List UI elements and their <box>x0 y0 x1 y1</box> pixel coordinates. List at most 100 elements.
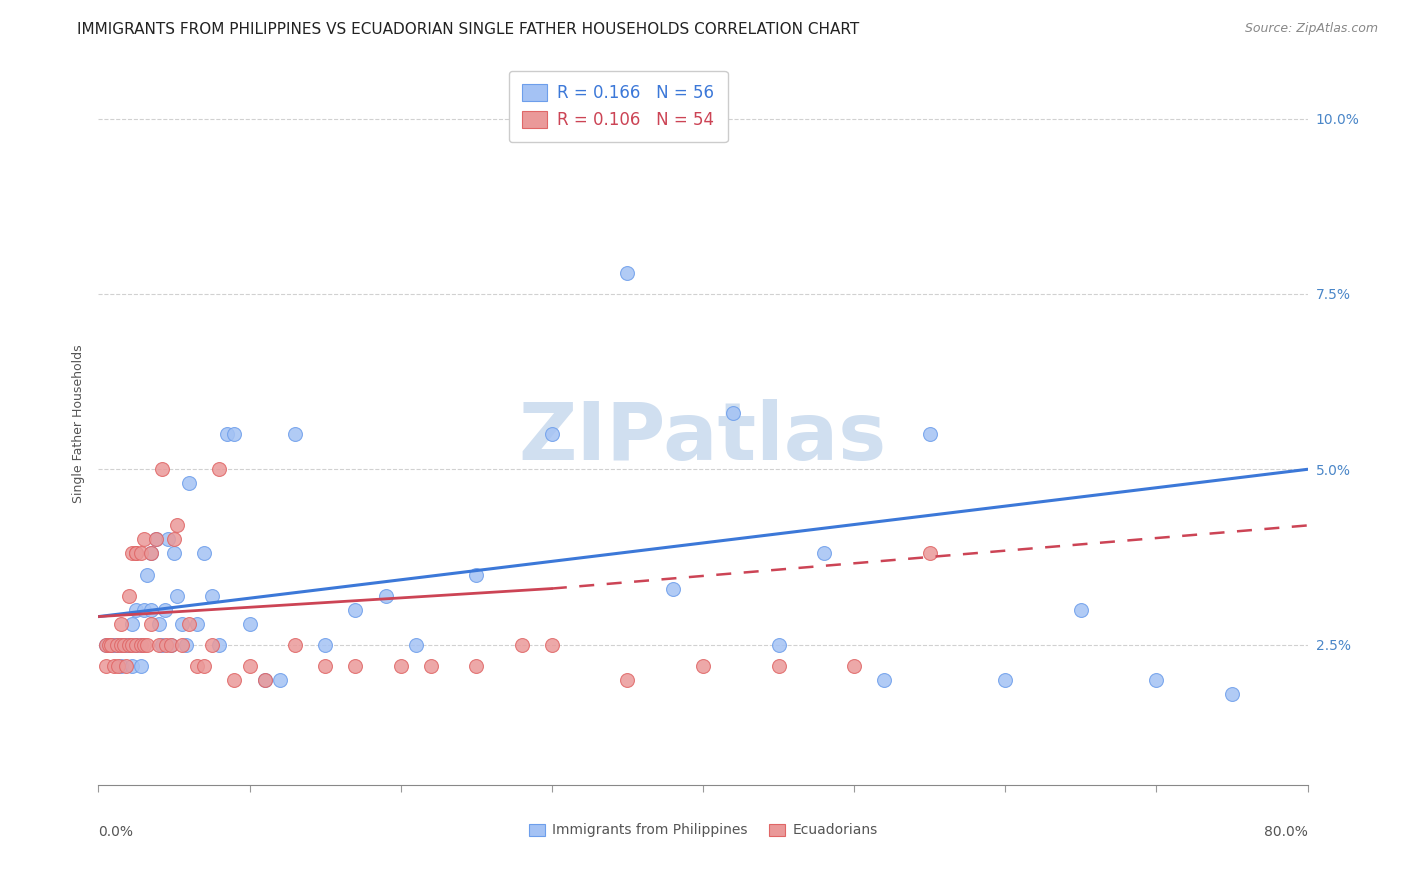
Point <box>186 616 208 631</box>
Point <box>118 589 141 603</box>
Point <box>153 602 176 616</box>
Point <box>114 658 136 673</box>
Point <box>103 658 125 673</box>
Point <box>540 427 562 442</box>
Point <box>314 658 336 673</box>
Point <box>129 638 152 652</box>
Point <box>918 427 941 442</box>
Point <box>135 638 157 652</box>
Point <box>94 638 117 652</box>
Point <box>100 638 122 652</box>
Point <box>844 658 866 673</box>
Point <box>114 638 136 652</box>
Point <box>121 658 143 673</box>
Point <box>405 638 427 652</box>
Point <box>129 546 152 560</box>
Point <box>94 638 117 652</box>
Point <box>692 658 714 673</box>
Point <box>118 638 141 652</box>
Point <box>125 638 148 652</box>
Point <box>344 602 367 616</box>
Point <box>994 673 1017 687</box>
Point <box>918 546 941 560</box>
Text: 0.0%: 0.0% <box>98 825 134 838</box>
Point <box>121 616 143 631</box>
Point <box>129 638 152 652</box>
Point <box>121 546 143 560</box>
Point <box>141 616 163 631</box>
Point <box>135 567 157 582</box>
Point <box>193 658 215 673</box>
Point <box>873 673 896 687</box>
Point <box>813 546 835 560</box>
Text: ZIPatlas: ZIPatlas <box>519 399 887 477</box>
Point <box>105 638 128 652</box>
Point <box>193 546 215 560</box>
Point <box>166 589 188 603</box>
Point <box>160 638 183 652</box>
Point <box>150 638 173 652</box>
Point <box>118 638 141 652</box>
Point <box>110 658 132 673</box>
Point <box>465 567 488 582</box>
Point <box>510 638 533 652</box>
Point <box>661 582 683 596</box>
Point <box>110 638 132 652</box>
Point <box>110 638 132 652</box>
Point <box>174 638 197 652</box>
Point <box>112 638 135 652</box>
Point <box>208 462 231 476</box>
Point <box>374 589 396 603</box>
Point <box>344 658 367 673</box>
Point <box>253 673 276 687</box>
Point <box>186 658 208 673</box>
Text: 80.0%: 80.0% <box>1264 825 1308 838</box>
Point <box>98 638 121 652</box>
Point <box>145 533 167 547</box>
Point <box>100 638 122 652</box>
Point <box>155 638 177 652</box>
Point <box>121 638 143 652</box>
Point <box>156 533 179 547</box>
Point <box>768 638 790 652</box>
Point <box>125 546 148 560</box>
Point <box>723 406 745 420</box>
Point <box>465 658 488 673</box>
Point <box>201 638 224 652</box>
Y-axis label: Single Father Households: Single Father Households <box>72 344 86 503</box>
Point <box>170 616 193 631</box>
Point <box>148 616 170 631</box>
Point <box>132 533 155 547</box>
Point <box>148 638 170 652</box>
Point <box>125 602 148 616</box>
Point <box>107 658 129 673</box>
Point <box>253 673 276 687</box>
Point <box>239 616 262 631</box>
Point <box>540 638 562 652</box>
Point <box>125 546 148 560</box>
Point <box>224 673 246 687</box>
Point <box>314 638 336 652</box>
Point <box>215 427 238 442</box>
Text: Source: ZipAtlas.com: Source: ZipAtlas.com <box>1244 22 1378 36</box>
Point <box>616 266 638 280</box>
Point <box>129 658 152 673</box>
Point <box>145 533 167 547</box>
Point <box>141 546 163 560</box>
Point <box>420 658 443 673</box>
Point <box>170 638 193 652</box>
Point <box>94 658 117 673</box>
Text: IMMIGRANTS FROM PHILIPPINES VS ECUADORIAN SINGLE FATHER HOUSEHOLDS CORRELATION C: IMMIGRANTS FROM PHILIPPINES VS ECUADORIA… <box>77 22 859 37</box>
Point <box>179 616 201 631</box>
Point <box>1220 687 1243 701</box>
Point <box>768 658 790 673</box>
Point <box>125 638 148 652</box>
Point <box>1144 673 1167 687</box>
Point <box>166 518 188 533</box>
Point <box>132 602 155 616</box>
Point <box>239 658 262 673</box>
Point <box>132 638 155 652</box>
Point <box>141 546 163 560</box>
Point <box>150 462 173 476</box>
Point <box>201 589 224 603</box>
